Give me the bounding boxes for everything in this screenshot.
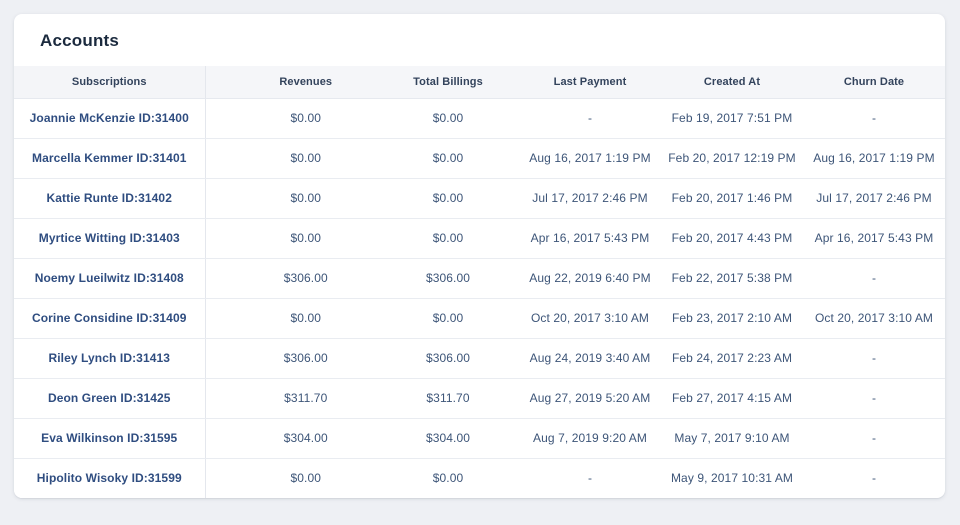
cell-created-at: May 7, 2017 9:10 AM	[661, 418, 803, 459]
cell-last-payment: Aug 16, 2017 1:19 PM	[519, 138, 661, 179]
cell-total-billings: $0.00	[377, 178, 519, 219]
table-row: Joannie McKenzie ID:31400 $0.00 $0.00- Feb …	[14, 98, 945, 139]
cell-churn-date: -	[803, 418, 945, 459]
cell-created-at: Feb 19, 2017 7:51 PM	[661, 98, 803, 139]
cell-last-payment: -	[519, 98, 661, 139]
cell-last-payment: -	[587, 471, 593, 486]
table-row: Corine Considine ID:31409 $0.00 $0.00 Oct 2…	[14, 298, 945, 339]
cell-total-billings: $304.00	[377, 418, 519, 459]
accounts-table: Subscriptions Revenues Total Billings La…	[14, 66, 945, 498]
column-header-last-payment: Last Payment	[519, 66, 661, 99]
cell-revenues: $0.00	[290, 471, 322, 486]
cell-revenues: $0.00	[205, 218, 377, 259]
cell-subscription[interactable]: Kattie Runte ID:31402	[14, 178, 206, 219]
cell-created-at: Feb 27, 2017 4:15 AM	[661, 378, 803, 419]
cell-revenues: $0.00	[205, 298, 377, 339]
table-row: Noemy Lueilwitz ID:31408 $306.00 $306.00 Au…	[14, 258, 945, 299]
cell-subscription[interactable]: Deon Green ID:31425	[14, 378, 206, 419]
cell-churn-date: -	[803, 98, 945, 139]
cell-churn-date: Apr 16, 2017 5:43 PM	[803, 218, 945, 259]
column-header-revenues: Revenues	[205, 66, 377, 99]
cell-created-at: Feb 20, 2017 12:19 PM	[661, 138, 803, 179]
table-row: Riley Lynch ID:31413 $306.00 $306.00 Aug 24…	[14, 338, 945, 379]
cell-subscription[interactable]: Joannie McKenzie ID:31400	[14, 98, 206, 139]
column-header-created-at: Created At	[661, 66, 803, 99]
cell-total-billings: $306.00	[377, 258, 519, 299]
table-row: Marcella Kemmer ID:31401 $0.00 $0.00 Aug 16…	[14, 138, 945, 179]
card-header: Accounts	[14, 14, 945, 66]
table-row: Eva Wilkinson ID:31595 $304.00 $304.00 Aug …	[14, 418, 945, 459]
cell-churn-date: -	[803, 338, 945, 379]
cell-total-billings: $0.00	[377, 138, 519, 179]
cell-created-at: Feb 24, 2017 2:23 AM	[661, 338, 803, 379]
cell-last-payment: Aug 7, 2019 9:20 AM	[519, 418, 661, 459]
cell-created-at: Feb 23, 2017 2:10 AM	[661, 298, 803, 339]
cell-total-billings: $0.00	[377, 98, 519, 139]
accounts-table-body: Joannie McKenzie ID:31400 $0.00 $0.00- Feb …	[14, 98, 945, 498]
cell-last-payment: Jul 17, 2017 2:46 PM	[519, 178, 661, 219]
cell-subscription[interactable]: Eva Wilkinson ID:31595	[14, 418, 206, 459]
cell-total-billings: $0.00	[377, 298, 519, 339]
accounts-card: Accounts Subscriptions Revenues Total Bi…	[14, 14, 945, 498]
cell-subscription[interactable]: Riley Lynch ID:31413	[14, 338, 206, 379]
cell-revenues: $306.00	[205, 338, 377, 379]
cell-churn-date: -	[871, 471, 877, 486]
cell-total-billings: $311.70	[377, 378, 519, 419]
column-header-churn-date: Churn Date	[803, 66, 945, 99]
cell-total-billings: $0.00	[432, 471, 464, 486]
table-row: Hipolito Wisoky ID:31599 $0.00 $0.00 - May 9…	[14, 458, 945, 498]
page-title: Accounts	[40, 31, 120, 50]
cell-revenues: $0.00	[205, 138, 377, 179]
cell-last-payment: Apr 16, 2017 5:43 PM	[519, 218, 661, 259]
cell-revenues: $304.00	[205, 418, 377, 459]
table-row: Myrtice Witting ID:31403 $0.00 $0.00 Apr 16…	[14, 218, 945, 259]
cell-subscription[interactable]: Noemy Lueilwitz ID:31408	[14, 258, 206, 299]
cell-last-payment: Aug 24, 2019 3:40 AM	[519, 338, 661, 379]
cell-churn-date: -	[803, 378, 945, 419]
table-header-row: Subscriptions Revenues Total Billings La…	[14, 66, 945, 99]
cell-created-at: May 9, 2017 10:31 AM	[670, 471, 794, 486]
cell-last-payment: Aug 27, 2019 5:20 AM	[519, 378, 661, 419]
cell-subscription[interactable]: Marcella Kemmer ID:31401	[14, 138, 206, 179]
cell-created-at: Feb 20, 2017 1:46 PM	[661, 178, 803, 219]
table-row: Deon Green ID:31425 $311.70 $311.70 Aug 27,…	[14, 378, 945, 419]
table-row: Kattie Runte ID:31402 $0.00 $0.00 Jul 17, 2…	[14, 178, 945, 219]
cell-subscription[interactable]: Corine Considine ID:31409	[14, 298, 206, 339]
cell-last-payment: Oct 20, 2017 3:10 AM	[519, 298, 661, 339]
cell-created-at: Feb 22, 2017 5:38 PM	[661, 258, 803, 299]
cell-created-at: Feb 20, 2017 4:43 PM	[661, 218, 803, 259]
cell-revenues: $311.70	[205, 378, 377, 419]
cell-revenues: $0.00	[205, 178, 377, 219]
cell-subscription[interactable]: Myrtice Witting ID:31403	[14, 218, 206, 259]
cell-total-billings: $0.00	[377, 218, 519, 259]
column-header-subscriptions: Subscriptions	[14, 66, 206, 99]
cell-total-billings: $306.00	[377, 338, 519, 379]
cell-revenues: $0.00	[205, 98, 377, 139]
cell-churn-date: Oct 20, 2017 3:10 AM	[803, 298, 945, 339]
cell-churn-date: Jul 17, 2017 2:46 PM	[803, 178, 945, 219]
cell-subscription[interactable]: Hipolito Wisoky ID:31599	[14, 458, 206, 498]
cell-revenues: $306.00	[205, 258, 377, 299]
cell-churn-date: -	[803, 258, 945, 299]
cell-churn-date: Aug 16, 2017 1:19 PM	[803, 138, 945, 179]
column-header-total-billings: Total Billings	[377, 66, 519, 99]
cell-last-payment: Aug 22, 2019 6:40 PM	[519, 258, 661, 299]
